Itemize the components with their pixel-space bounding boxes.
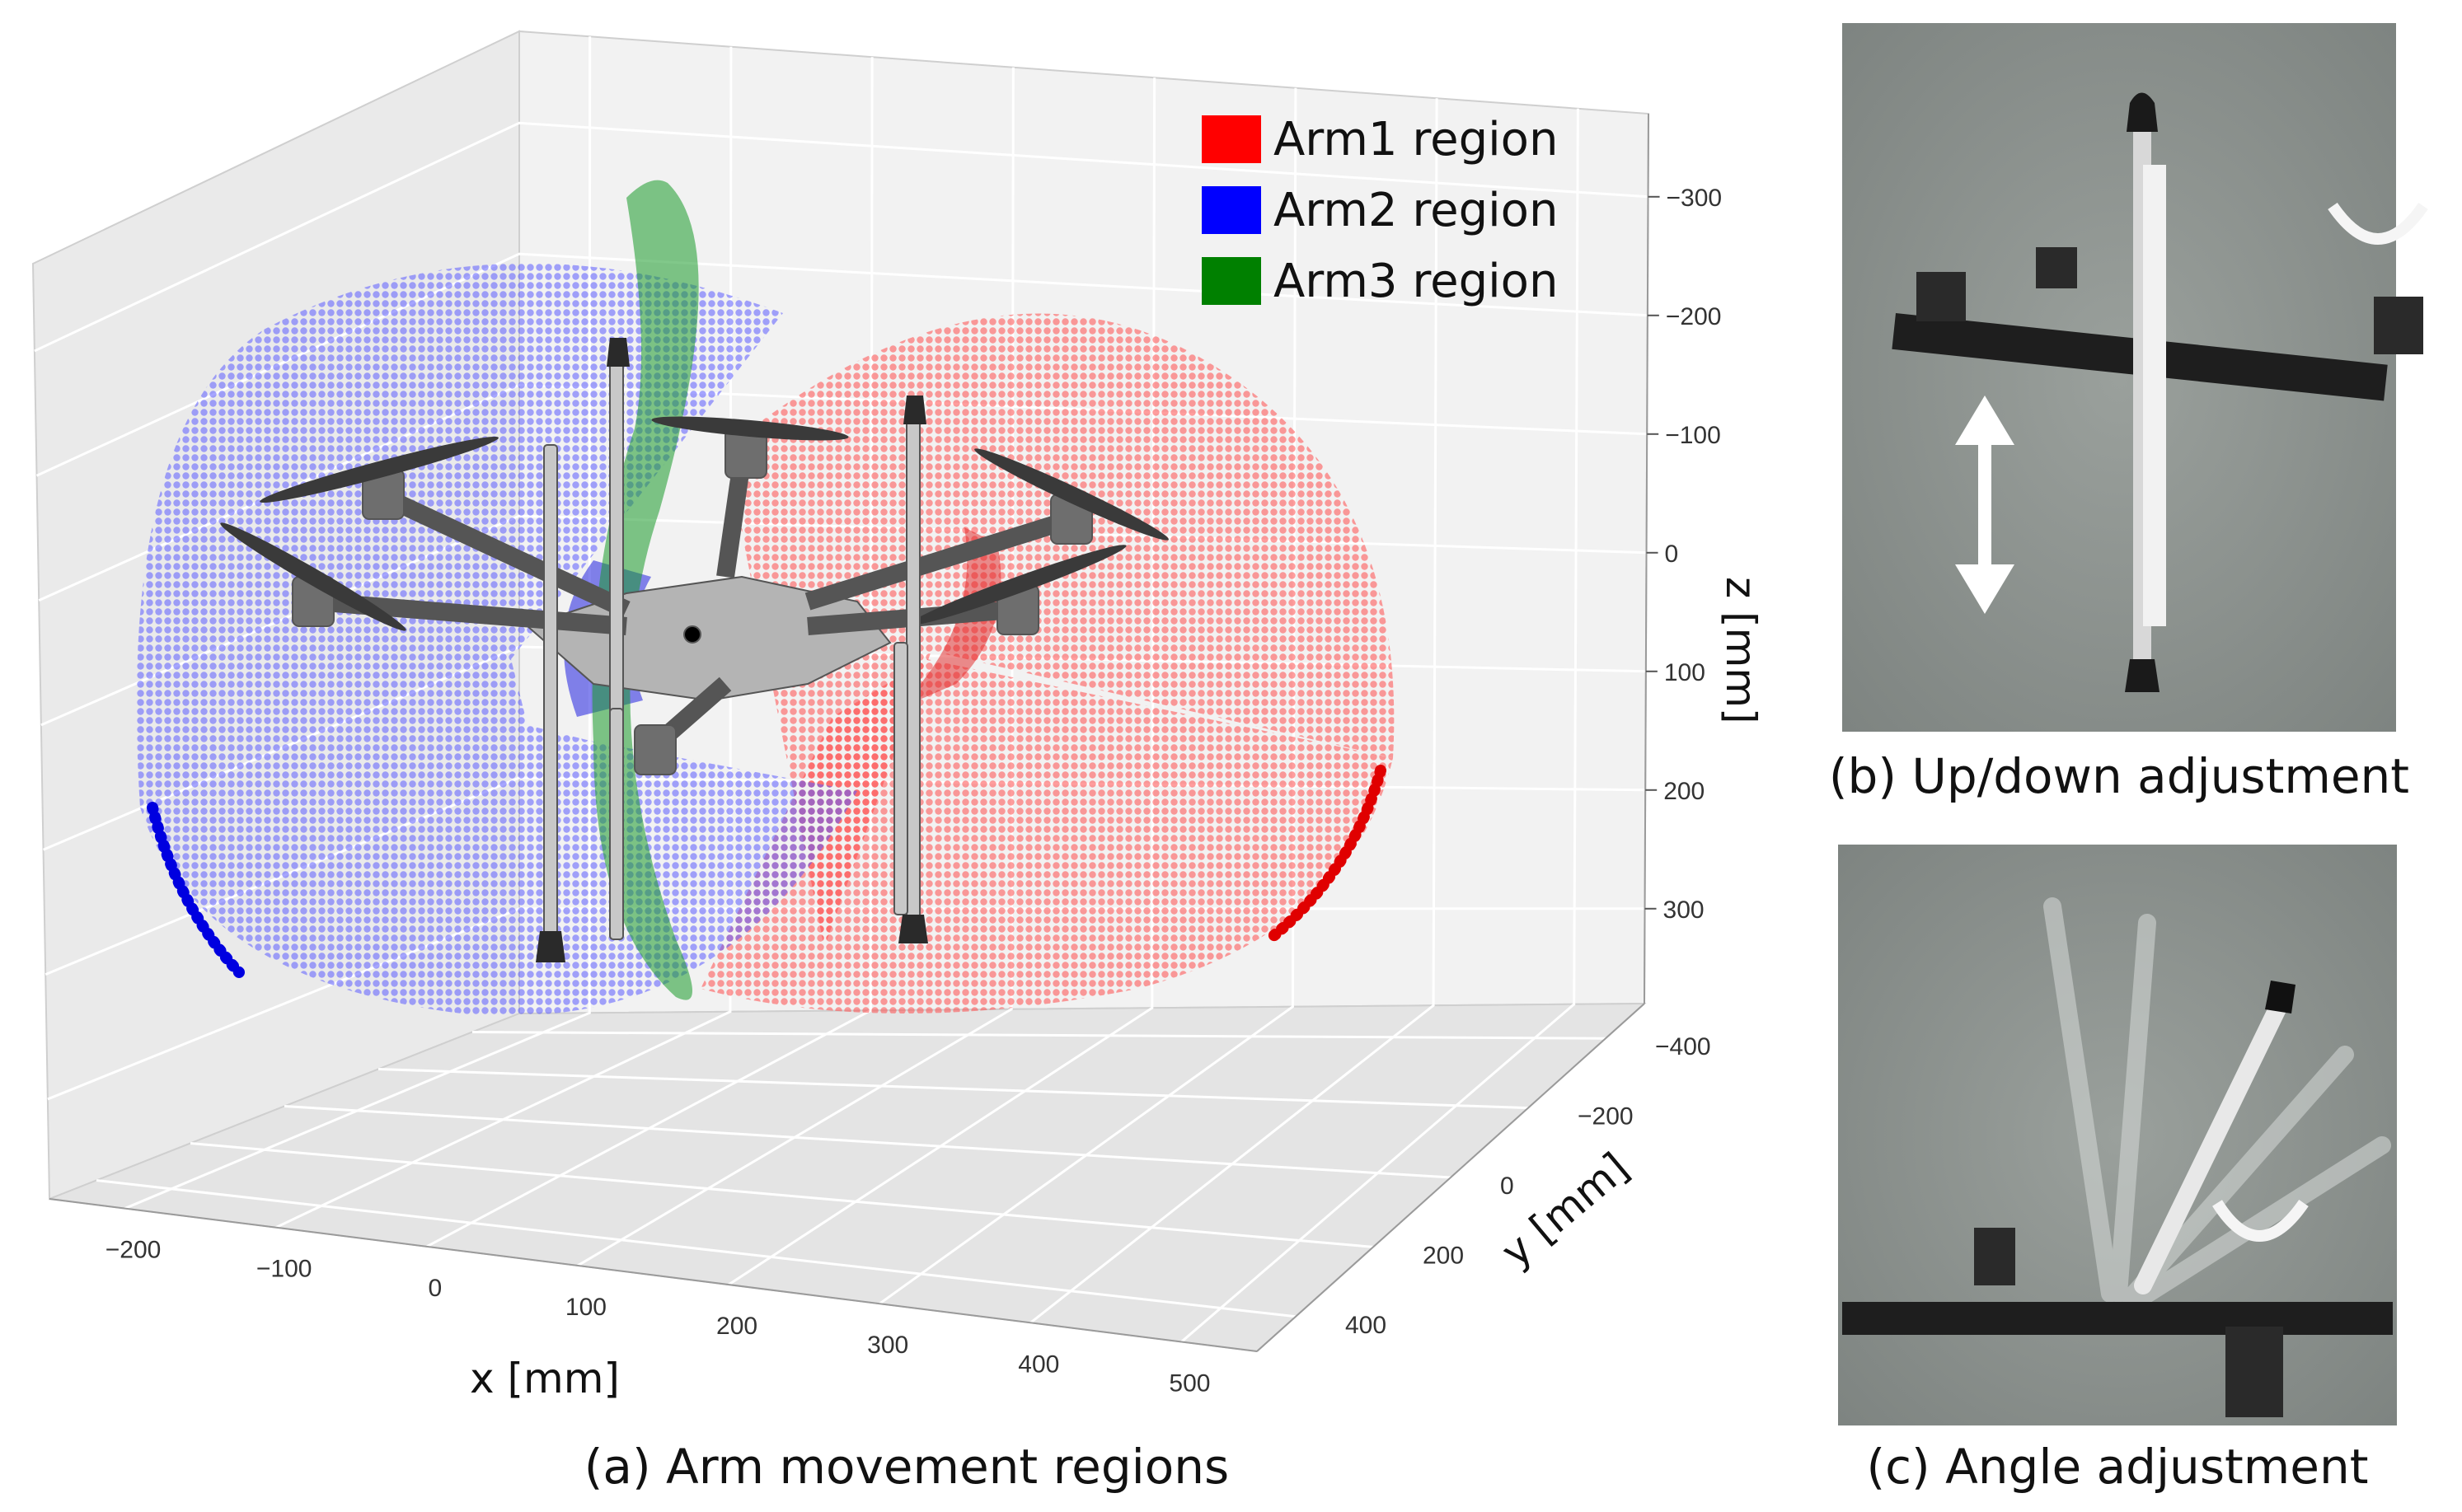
z-tick-label: 200 bbox=[1663, 778, 1705, 805]
drone-propellers bbox=[220, 416, 1169, 631]
grid-line-x bbox=[1180, 108, 1579, 1343]
y-axis-line bbox=[1256, 1003, 1645, 1352]
caption-a: (a) Arm movement regions bbox=[584, 1439, 1229, 1495]
legend-swatch bbox=[1202, 257, 1261, 305]
x-tick-label: 300 bbox=[867, 1332, 908, 1359]
y-axis-label: y [mm] bbox=[1492, 1144, 1638, 1276]
photo-c-gripper bbox=[2212, 1199, 2309, 1242]
x-tick-label: 500 bbox=[1169, 1369, 1210, 1397]
arm2-arc bbox=[147, 802, 245, 978]
y-tick-label: 0 bbox=[1500, 1173, 1514, 1200]
grid-line-x bbox=[879, 87, 1297, 1305]
center-point bbox=[683, 625, 701, 644]
photo-b-bottom-cap bbox=[2125, 659, 2160, 692]
z-tick-label: 300 bbox=[1663, 896, 1705, 924]
photo-c-motor bbox=[1974, 1228, 2015, 1285]
caption-b: (b) Up/down adjustment bbox=[1829, 748, 2409, 804]
y-tick-label: 400 bbox=[1345, 1312, 1386, 1339]
grid-line-z bbox=[34, 121, 1648, 353]
photo-b-motor bbox=[1916, 272, 1966, 321]
drone-arm bbox=[375, 486, 631, 618]
photo-c-ghost-arms bbox=[2043, 897, 2391, 1311]
legend-label: Arm3 region bbox=[1273, 255, 1558, 308]
z-tick-label: −100 bbox=[1665, 422, 1721, 449]
drone-legs bbox=[543, 353, 921, 940]
legend: Arm1 region Arm2 region Arm3 region bbox=[1202, 113, 1558, 308]
photo-c bbox=[1838, 845, 2397, 1425]
x-tick-label: −100 bbox=[256, 1256, 312, 1283]
photo-c-frame-arm bbox=[1842, 1302, 2393, 1335]
grid-line-y bbox=[284, 1105, 1451, 1179]
x-tick-label: 0 bbox=[428, 1275, 442, 1302]
z-tick-label: −300 bbox=[1667, 185, 1723, 212]
y-tick-label: 200 bbox=[1423, 1242, 1464, 1269]
photo-b-top-cap bbox=[2127, 92, 2158, 132]
legend-swatch bbox=[1202, 186, 1261, 234]
grid-line-y bbox=[378, 1068, 1529, 1110]
up-down-arrow-icon bbox=[1955, 396, 2014, 614]
photo-b-motor bbox=[2374, 297, 2423, 354]
y-tick-labels: −400 −200 0 200 400 bbox=[1345, 1033, 1711, 1339]
photo-b-gripper bbox=[2328, 202, 2428, 245]
x-tick-label: 400 bbox=[1018, 1351, 1059, 1378]
drone-feet bbox=[536, 338, 928, 962]
z-axis-line bbox=[1644, 113, 1649, 1004]
legend-swatch bbox=[1202, 115, 1261, 163]
arm1-arc bbox=[1264, 765, 1386, 945]
x-tick-label: 100 bbox=[565, 1294, 607, 1321]
z-tick-labels: −300 −200 −100 0 100 200 300 bbox=[1644, 185, 1723, 924]
photo-c-motor bbox=[2225, 1327, 2283, 1417]
grid-line-y bbox=[471, 1031, 1606, 1040]
photo-b-motor bbox=[2036, 247, 2077, 288]
grid-line-y bbox=[96, 1179, 1297, 1318]
legend-label: Arm2 region bbox=[1273, 184, 1558, 237]
photo-panel-b bbox=[1842, 23, 2428, 732]
arm2-region-lower bbox=[140, 725, 857, 1016]
z-axis-label: z [mm] bbox=[1717, 577, 1765, 724]
arm1-region-core bbox=[898, 527, 1001, 709]
x-axis-line bbox=[49, 1198, 1258, 1352]
drone-arm bbox=[804, 510, 1075, 611]
photo-c-active-cap bbox=[2265, 981, 2296, 1013]
y-tick-label: −200 bbox=[1578, 1103, 1634, 1130]
z-tick-label: −200 bbox=[1666, 303, 1722, 330]
x-tick-label: −200 bbox=[106, 1237, 162, 1264]
caption-c: (c) Angle adjustment bbox=[1867, 1439, 2369, 1495]
drone-model bbox=[220, 338, 1169, 962]
photo-c-active-arm bbox=[2134, 988, 2292, 1294]
legend-label: Arm1 region bbox=[1273, 113, 1558, 166]
x-axis-label: x [mm] bbox=[470, 1355, 620, 1402]
photo-panel-c bbox=[1838, 845, 2397, 1425]
drone-arm bbox=[716, 460, 751, 578]
y-tick-label: −400 bbox=[1655, 1033, 1711, 1060]
arm1-region-lower bbox=[701, 659, 1393, 1013]
grid-line-y bbox=[190, 1142, 1374, 1248]
z-tick-label: 0 bbox=[1665, 541, 1679, 568]
photo-b-rack bbox=[2143, 165, 2166, 626]
grid-line-x bbox=[1029, 98, 1438, 1324]
arm1-region-upper bbox=[725, 313, 1395, 948]
x-tick-labels: −200 −100 0 100 200 300 400 500 bbox=[106, 1237, 1211, 1397]
z-tick-label: 100 bbox=[1664, 659, 1705, 686]
x-tick-label: 200 bbox=[716, 1313, 757, 1340]
